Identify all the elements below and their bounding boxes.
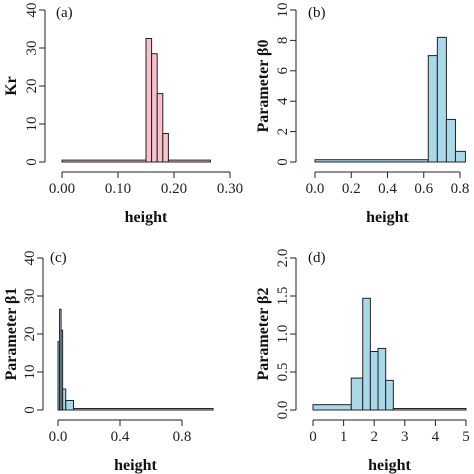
- y-tick-label: 30: [24, 41, 40, 56]
- histogram-bar: [445, 118, 456, 163]
- x-tick-label: 5: [462, 429, 470, 445]
- histogram-bar: [362, 297, 371, 411]
- panel-label: (a): [56, 5, 73, 21]
- x-tick-label: 4: [432, 429, 440, 445]
- x-tick-label: 0.2: [342, 181, 361, 197]
- histogram-bar: [350, 377, 364, 411]
- x-tick-label: 0.10: [105, 181, 131, 197]
- y-tick-label: 20: [24, 79, 40, 94]
- y-tick-label: 6: [275, 67, 291, 75]
- histogram-bar: [73, 407, 214, 411]
- y-tick-label: 0: [24, 158, 40, 166]
- y-tick-label: 10: [24, 117, 40, 132]
- histogram-bar: [427, 55, 438, 163]
- x-axis-label: height: [125, 209, 168, 226]
- x-tick-label: 0.00: [49, 181, 75, 197]
- y-tick-label: 0: [275, 158, 291, 166]
- x-axis-label: height: [114, 457, 157, 474]
- histogram-bar: [385, 379, 394, 411]
- histogram-bar: [377, 347, 387, 411]
- y-tick-label: 1.5: [275, 287, 291, 306]
- histogram-bar: [156, 93, 164, 163]
- x-tick-label: 0.30: [217, 181, 243, 197]
- y-tick-label: 10: [275, 3, 291, 18]
- y-tick-label: 20: [22, 327, 38, 342]
- y-tick-label: 40: [24, 3, 40, 18]
- x-tick-label: 0.6: [414, 181, 433, 197]
- histogram-bar: [454, 150, 466, 163]
- y-axis-label: Kr: [3, 76, 20, 96]
- histogram-bar: [312, 404, 352, 411]
- y-tick-label: 4: [275, 97, 291, 105]
- histogram-bar: [62, 388, 67, 411]
- y-tick-label: 2.0: [275, 249, 291, 268]
- y-tick-label: 8: [275, 37, 291, 45]
- y-axis-label: Parameter β0: [255, 40, 272, 133]
- histogram-bar: [162, 133, 169, 163]
- histogram-bar: [369, 350, 379, 411]
- histogram-bar: [145, 38, 153, 163]
- panel-label: (d): [308, 250, 326, 266]
- y-axis-label: Parameter β2: [255, 288, 272, 381]
- x-tick-label: 0.8: [173, 429, 192, 445]
- y-tick-label: 0: [22, 406, 38, 414]
- histogram-bar: [167, 159, 211, 163]
- y-tick-label: 0.5: [275, 363, 291, 382]
- x-tick-label: 0.4: [378, 181, 397, 197]
- y-tick-label: 2: [275, 128, 291, 136]
- histogram-bar: [65, 400, 74, 411]
- histogram-bar: [392, 407, 467, 411]
- y-tick-label: 0.0: [275, 401, 291, 420]
- x-tick-label: 0.4: [111, 429, 130, 445]
- histogram-bar: [61, 159, 147, 163]
- histogram-bar: [60, 329, 64, 411]
- x-axis-label: height: [366, 209, 409, 226]
- y-tick-label: 1.0: [275, 325, 291, 344]
- histogram-bar: [436, 36, 447, 163]
- x-tick-label: 0.8: [451, 181, 470, 197]
- histogram-bar: [314, 159, 429, 163]
- x-axis-label: height: [368, 457, 411, 474]
- panel-label: (b): [308, 5, 326, 21]
- panel-label: (c): [50, 250, 67, 266]
- y-tick-label: 30: [22, 289, 38, 304]
- x-tick-label: 0.0: [49, 429, 68, 445]
- y-tick-label: 40: [22, 251, 38, 266]
- x-tick-label: 0.0: [306, 181, 325, 197]
- y-axis-label: Parameter β1: [3, 288, 20, 381]
- x-tick-label: 1: [340, 429, 348, 445]
- histogram-bar: [151, 53, 158, 163]
- x-tick-label: 3: [401, 429, 409, 445]
- x-tick-label: 0: [309, 429, 317, 445]
- x-tick-label: 2: [370, 429, 378, 445]
- y-tick-label: 10: [22, 365, 38, 380]
- x-tick-label: 0.20: [161, 181, 187, 197]
